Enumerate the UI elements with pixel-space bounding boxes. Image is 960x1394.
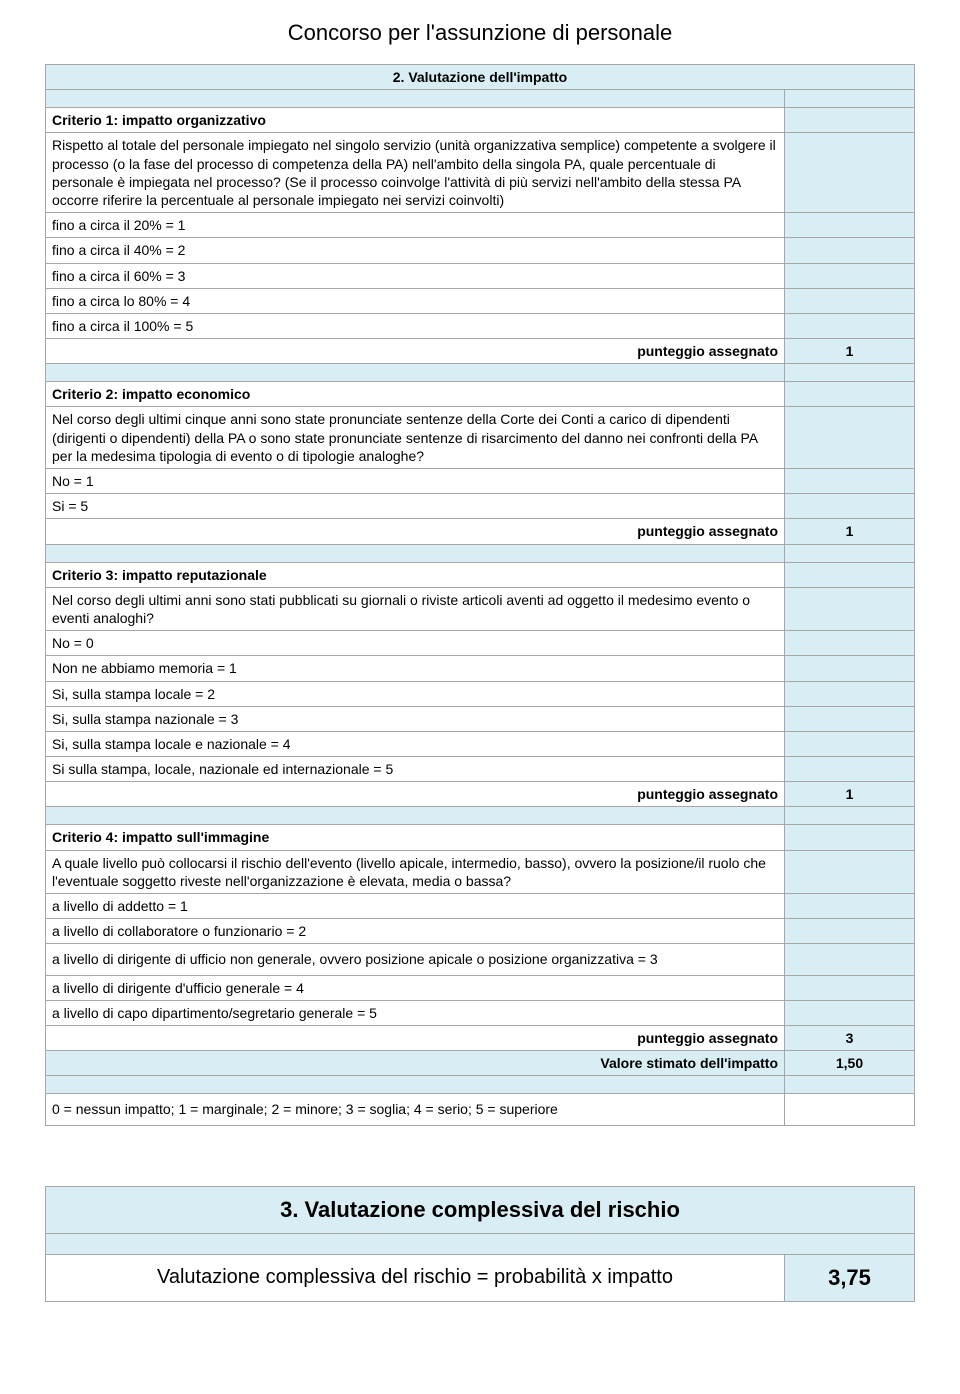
spacer xyxy=(785,364,915,382)
criterio-4-opt: a livello di capo dipartimento/segretari… xyxy=(46,1000,785,1025)
criterio-2-score: 1 xyxy=(785,519,915,544)
value-cell xyxy=(785,133,915,213)
criterio-1-score-label: punteggio assegnato xyxy=(46,339,785,364)
value-cell xyxy=(785,975,915,1000)
spacer xyxy=(46,90,785,108)
section-2-header: 2. Valutazione dell'impatto xyxy=(46,65,915,90)
value-cell xyxy=(785,469,915,494)
criterio-1-title: Criterio 1: impatto organizzativo xyxy=(46,108,785,133)
value-cell xyxy=(785,681,915,706)
value-cell xyxy=(785,757,915,782)
spacer xyxy=(46,807,785,825)
value-cell xyxy=(785,1094,915,1125)
criterio-4-score-label: punteggio assegnato xyxy=(46,1025,785,1050)
value-cell xyxy=(785,656,915,681)
criterio-1-opt: fino a circa lo 80% = 4 xyxy=(46,288,785,313)
criterio-1-opt: fino a circa il 100% = 5 xyxy=(46,313,785,338)
criterio-3-score: 1 xyxy=(785,782,915,807)
risk-value: 3,75 xyxy=(785,1254,915,1301)
spacer xyxy=(785,807,915,825)
spacer xyxy=(785,1076,915,1094)
criterio-1-opt: fino a circa il 60% = 3 xyxy=(46,263,785,288)
spacer xyxy=(785,544,915,562)
value-cell xyxy=(785,631,915,656)
value-cell xyxy=(785,407,915,469)
value-cell xyxy=(785,850,915,893)
impact-summary-label: Valore stimato dell'impatto xyxy=(46,1051,785,1076)
criterio-4-score: 3 xyxy=(785,1025,915,1050)
value-cell xyxy=(785,919,915,944)
criterio-2-desc: Nel corso degli ultimi cinque anni sono … xyxy=(46,407,785,469)
criterio-1-desc: Rispetto al totale del personale impiega… xyxy=(46,133,785,213)
impact-summary-value: 1,50 xyxy=(785,1051,915,1076)
impact-table: 2. Valutazione dell'impatto Criterio 1: … xyxy=(45,64,915,1126)
criterio-3-opt: Si sulla stampa, locale, nazionale ed in… xyxy=(46,757,785,782)
spacer xyxy=(46,1076,785,1094)
criterio-3-opt: Si, sulla stampa locale e nazionale = 4 xyxy=(46,731,785,756)
risk-table: 3. Valutazione complessiva del rischio V… xyxy=(45,1186,915,1302)
value-cell xyxy=(785,382,915,407)
criterio-2-opt: No = 1 xyxy=(46,469,785,494)
risk-formula-label: Valutazione complessiva del rischio = pr… xyxy=(46,1254,785,1301)
criterio-4-opt: a livello di addetto = 1 xyxy=(46,894,785,919)
criterio-3-opt: No = 0 xyxy=(46,631,785,656)
value-cell xyxy=(785,263,915,288)
criterio-1-opt: fino a circa il 40% = 2 xyxy=(46,238,785,263)
spacer xyxy=(46,364,785,382)
criterio-2-score-label: punteggio assegnato xyxy=(46,519,785,544)
criterio-2-opt: Si = 5 xyxy=(46,494,785,519)
criterio-3-score-label: punteggio assegnato xyxy=(46,782,785,807)
section-3-header: 3. Valutazione complessiva del rischio xyxy=(46,1186,915,1233)
criterio-1-score: 1 xyxy=(785,339,915,364)
value-cell xyxy=(785,731,915,756)
value-cell xyxy=(785,288,915,313)
spacer xyxy=(46,1233,915,1254)
value-cell xyxy=(785,825,915,850)
criterio-3-title: Criterio 3: impatto reputazionale xyxy=(46,562,785,587)
criterio-4-title: Criterio 4: impatto sull'immagine xyxy=(46,825,785,850)
value-cell xyxy=(785,1000,915,1025)
impact-legend: 0 = nessun impatto; 1 = marginale; 2 = m… xyxy=(46,1094,785,1125)
spacer xyxy=(785,90,915,108)
value-cell xyxy=(785,238,915,263)
document-title: Concorso per l'assunzione di personale xyxy=(45,20,915,46)
criterio-3-desc: Nel corso degli ultimi anni sono stati p… xyxy=(46,587,785,630)
value-cell xyxy=(785,894,915,919)
value-cell xyxy=(785,313,915,338)
criterio-4-desc: A quale livello può collocarsi il rischi… xyxy=(46,850,785,893)
value-cell xyxy=(785,213,915,238)
criterio-3-opt: Non ne abbiamo memoria = 1 xyxy=(46,656,785,681)
page-container: Concorso per l'assunzione di personale 2… xyxy=(0,0,960,1332)
criterio-3-opt: Si, sulla stampa locale = 2 xyxy=(46,681,785,706)
value-cell xyxy=(785,562,915,587)
value-cell xyxy=(785,706,915,731)
spacer xyxy=(46,544,785,562)
value-cell xyxy=(785,494,915,519)
criterio-4-opt: a livello di dirigente di ufficio non ge… xyxy=(46,944,785,975)
value-cell xyxy=(785,108,915,133)
value-cell xyxy=(785,944,915,975)
criterio-4-opt: a livello di dirigente d'ufficio general… xyxy=(46,975,785,1000)
criterio-3-opt: Si, sulla stampa nazionale = 3 xyxy=(46,706,785,731)
criterio-4-opt: a livello di collaboratore o funzionario… xyxy=(46,919,785,944)
value-cell xyxy=(785,587,915,630)
criterio-1-opt: fino a circa il 20% = 1 xyxy=(46,213,785,238)
criterio-2-title: Criterio 2: impatto economico xyxy=(46,382,785,407)
